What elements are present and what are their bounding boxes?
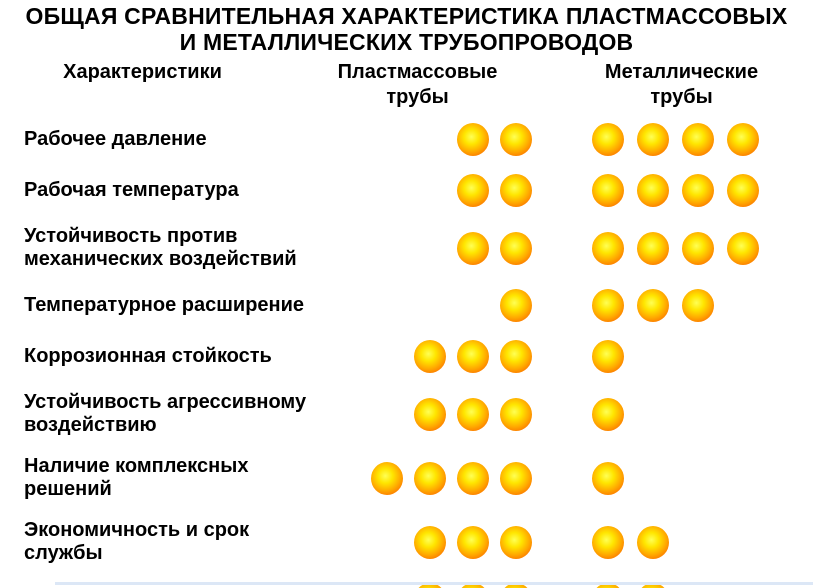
rating-dot xyxy=(500,174,532,207)
rating-dot xyxy=(682,231,714,265)
rating-dot xyxy=(682,289,714,322)
rating-dot xyxy=(457,340,489,373)
metal-rating-cell xyxy=(532,340,813,373)
rating-dot xyxy=(414,583,446,588)
rating-dot xyxy=(500,231,532,265)
metal-rating-cell xyxy=(532,461,813,495)
metal-rating-cell xyxy=(532,231,813,265)
plastic-rating-cell xyxy=(368,583,532,588)
column-header-plastic: Пластмассовые трубы xyxy=(337,61,498,108)
rating-dot xyxy=(637,174,669,207)
page-title: ОБЩАЯ СРАВНИТЕЛЬНАЯ ХАРАКТЕРИСТИКА ПЛАСТ… xyxy=(25,3,788,55)
rating-dot xyxy=(414,461,446,495)
column-headers: Характеристики Пластмассовые трубы Метал… xyxy=(0,60,813,110)
plastic-rating-cell xyxy=(368,340,532,373)
table-row: Устойчивость агрессивному воздействию xyxy=(0,382,813,446)
row-label: Устойчивость агрессивному воздействию xyxy=(24,391,307,436)
table-row: Рабочее давление xyxy=(0,114,813,165)
rating-dot xyxy=(457,174,489,207)
rating-dot xyxy=(500,289,532,322)
metal-rating-cell xyxy=(532,123,813,156)
row-label: Устойчивость против механических воздейс… xyxy=(24,225,297,270)
rating-dot xyxy=(414,525,446,559)
metal-rating-cell xyxy=(532,289,813,322)
row-label: Температурное расширение xyxy=(24,294,305,316)
metal-rating-cell xyxy=(532,397,813,431)
rating-dot xyxy=(592,525,624,559)
rating-dot xyxy=(371,461,403,495)
table-row: Наличие комплексных решений xyxy=(0,446,813,510)
plastic-rating-cell xyxy=(368,397,532,431)
row-label: Рабочая температура xyxy=(24,179,239,201)
rating-dot xyxy=(414,340,446,373)
rating-dot xyxy=(457,231,489,265)
rating-dot xyxy=(592,231,624,265)
column-header-characteristics: Характеристики xyxy=(63,61,222,83)
rating-dot xyxy=(592,397,624,431)
rating-dot xyxy=(500,123,532,156)
metal-rating-cell xyxy=(532,525,813,559)
rating-dot xyxy=(637,583,669,588)
table-row: Коррозионная стойкость xyxy=(0,331,813,382)
rating-dot xyxy=(592,289,624,322)
rating-dot xyxy=(457,525,489,559)
table-row: Температурное расширение xyxy=(0,280,813,331)
plastic-rating-cell xyxy=(368,123,532,156)
plastic-rating-cell xyxy=(368,289,532,322)
rating-dot xyxy=(500,397,532,431)
rating-dot xyxy=(457,583,489,588)
rating-dot xyxy=(500,461,532,495)
rating-dot xyxy=(592,461,624,495)
table-row: Вес xyxy=(0,574,813,588)
plastic-rating-cell xyxy=(368,231,532,265)
metal-rating-cell xyxy=(532,583,813,588)
rating-dot xyxy=(682,174,714,207)
rating-dot xyxy=(457,123,489,156)
rating-dot xyxy=(500,340,532,373)
row-label: Коррозионная стойкость xyxy=(24,345,272,367)
table-row: Экономичность и срок службы xyxy=(0,510,813,574)
table-row: Рабочая температура xyxy=(0,165,813,216)
rating-dot xyxy=(727,123,759,156)
rating-dot xyxy=(637,231,669,265)
rating-dot xyxy=(637,123,669,156)
rating-dot xyxy=(727,231,759,265)
rating-dot xyxy=(414,397,446,431)
table-row: Устойчивость против механических воздейс… xyxy=(0,216,813,280)
plastic-rating-cell xyxy=(368,525,532,559)
rating-dot xyxy=(500,525,532,559)
rating-dot xyxy=(637,525,669,559)
rating-dot xyxy=(592,123,624,156)
rating-dot xyxy=(592,340,624,373)
rating-dot xyxy=(457,397,489,431)
plastic-rating-cell xyxy=(368,174,532,207)
row-label: Рабочее давление xyxy=(24,128,207,150)
rating-dot xyxy=(592,174,624,207)
footer-divider-line xyxy=(55,582,813,585)
column-header-metal: Металлические трубы xyxy=(604,61,759,108)
rating-dot xyxy=(500,583,532,588)
rating-dot xyxy=(727,174,759,207)
rating-dot xyxy=(682,123,714,156)
rating-dot xyxy=(592,583,624,588)
metal-rating-cell xyxy=(532,174,813,207)
row-label: Наличие комплексных решений xyxy=(24,455,249,500)
row-label: Экономичность и срок службы xyxy=(24,519,250,564)
plastic-rating-cell xyxy=(368,461,532,495)
rows-container: Рабочее давление Рабочая температура Устой… xyxy=(0,114,813,588)
rating-dot xyxy=(637,289,669,322)
rating-dot xyxy=(457,461,489,495)
